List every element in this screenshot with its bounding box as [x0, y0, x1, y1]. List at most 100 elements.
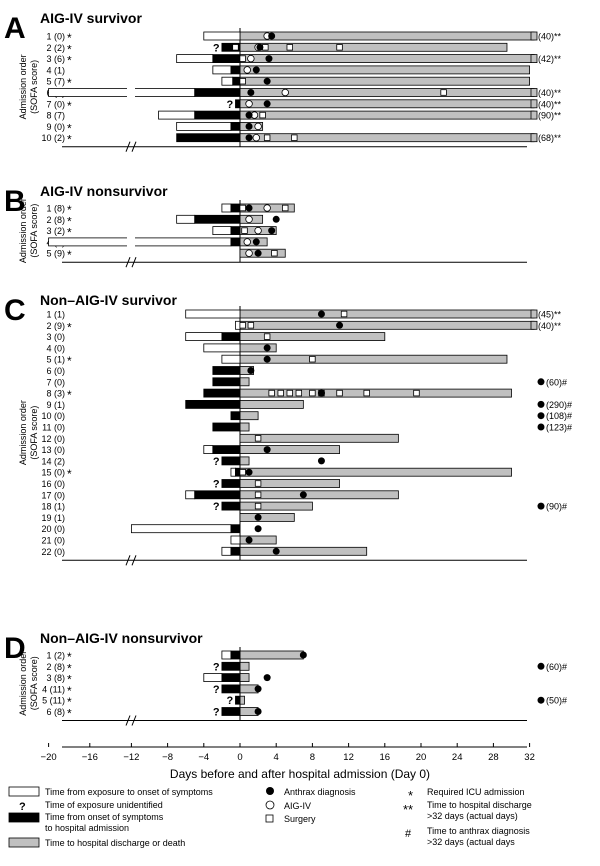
hospital-bar-C-21: [239, 535, 277, 545]
diagnosis-marker-B-4-1: [252, 238, 260, 246]
aig-marker-B-3-1: [254, 226, 262, 235]
axis-break-mark-right-D: [131, 715, 137, 726]
symptom-bar-C-9: [185, 399, 241, 409]
legend-icu-label: Required ICU admission: [427, 787, 525, 797]
row-label-D-4: 4 (11): [42, 684, 65, 694]
diagnosis-marker-C-5-1: [263, 355, 271, 363]
diagnosis-marker-C-22-1: [272, 547, 280, 555]
row-label-C-1: 1 (1): [46, 310, 65, 320]
row-label-C-19: 19 (1): [41, 513, 65, 523]
hospital-bar-A-8: [239, 110, 535, 120]
legend-late-diagnosis-marker: #: [405, 828, 412, 840]
diagnosis-note-C-10: (108)#: [546, 411, 572, 421]
icu-asterisk-D-2: *: [67, 661, 72, 675]
hospital-bar-C-4: [239, 343, 277, 353]
panel-title-B: AIG-IV nonsurvivor: [40, 183, 168, 199]
x-tick-label-2: −16: [82, 752, 98, 763]
late-diagnosis-marker-D-5: [537, 696, 545, 704]
axis-break-mark-left-C: [125, 555, 131, 566]
icu-asterisk-D-3: *: [67, 673, 72, 687]
diagnosis-marker-D-3-1: [263, 674, 271, 682]
diagnosis-note-C-11: (123)#: [546, 423, 572, 433]
late-diagnosis-marker-D-2: [537, 662, 545, 670]
row-label-C-6: 6 (0): [46, 366, 65, 376]
surgery-marker-C-8-2: [277, 389, 284, 397]
y-axis-label-line1-A: Admission order: [18, 54, 28, 119]
diagnosis-marker-A-5-1: [263, 77, 271, 85]
aig-marker-B-4-1: [243, 238, 251, 246]
symptom-bar-C-16: [221, 479, 241, 488]
panel-letter-B: B: [4, 185, 26, 218]
x-tick-label-12: 24: [452, 752, 463, 763]
hospital-bar-C-22: [239, 546, 368, 556]
symptom-bar-C-7: [212, 377, 241, 387]
legend-aig-marker: [265, 800, 275, 810]
diagnosis-marker-A-2-1: [256, 43, 264, 51]
symptom-bar-C-14: [221, 456, 241, 466]
surgery-marker-C-2-1: [239, 322, 246, 329]
hospital-bar-C-1: [239, 309, 535, 319]
diagnosis-marker-D-6-1: [254, 708, 262, 715]
exposure-bar-B-3: [212, 226, 232, 236]
row-label-B-1: 1 (8): [46, 204, 65, 214]
icu-asterisk-A-10: *: [67, 133, 72, 147]
symptom-bar-C-10: [230, 411, 241, 421]
row-label-C-20: 20 (0): [41, 524, 65, 534]
row-label-C-7: 7 (0): [46, 377, 65, 387]
y-axis-label-line2-D: (SOFA score): [29, 656, 39, 710]
surgery-marker-C-8-1: [268, 389, 275, 397]
diagnosis-marker-B-5-1: [254, 249, 262, 257]
icu-asterisk-C-15: *: [67, 467, 72, 481]
hospital-bar-C-2: [239, 320, 535, 330]
legend-discharge-label-1: Time to hospital discharge: [427, 800, 532, 810]
symptom-bar-C-8: [203, 388, 241, 398]
symptom-bar-C-17: [194, 490, 241, 500]
symptom-bar-C-11: [212, 422, 241, 432]
discharge-note-A-10: (68)**: [538, 133, 562, 143]
symptom-bar-A-5: [232, 76, 241, 86]
discharge-continuation-A-3: [530, 54, 538, 63]
legend-discharge-marker: **: [403, 802, 413, 817]
hospital-bar-A-3: [239, 54, 535, 63]
hospital-bar-A-10: [239, 133, 535, 143]
discharge-continuation-C-1: [530, 309, 538, 319]
symptom-bar-A-7: [235, 99, 241, 109]
icu-asterisk-D-1: *: [67, 650, 72, 664]
icu-asterisk-D-6: *: [67, 707, 72, 721]
unknown-exposure-marker-D-2: ?: [213, 661, 220, 673]
symptom-bar-D-4: [221, 684, 241, 694]
x-tick-label-5: −4: [198, 752, 209, 763]
exposure-bar-A-9: [176, 122, 232, 131]
symptom-bar-C-20: [230, 524, 241, 534]
discharge-note-A-8: (90)**: [538, 111, 562, 121]
symptom-bar-C-13: [212, 445, 241, 455]
exposure-bar-D-1: [221, 650, 232, 660]
late-diagnosis-marker-C-11: [537, 423, 545, 431]
aig-marker-B-1-1: [263, 204, 271, 212]
discharge-note-A-6: (40)**: [538, 88, 562, 98]
exposure-bar-break-B-4: [127, 236, 135, 247]
hospital-bar-B-5: [239, 248, 286, 258]
diagnosis-marker-A-10-1: [245, 134, 253, 142]
x-tick-label-10: 16: [380, 752, 391, 763]
panel-title-A: AIG-IV survivor: [40, 10, 142, 26]
exposure-bar-C-4: [203, 343, 241, 353]
diagnosis-marker-C-21-1: [245, 536, 253, 544]
hospital-bar-A-7: [239, 99, 535, 109]
discharge-continuation-A-7: [530, 99, 538, 109]
hospital-bar-A-1: [239, 31, 535, 41]
icu-asterisk-B-3: *: [67, 226, 72, 240]
exposure-bar-C-3: [185, 332, 223, 342]
legend-symptom-swatch: [8, 812, 40, 823]
y-axis-label-line2-A: (SOFA score): [29, 60, 39, 114]
row-label-D-3: 3 (8): [46, 673, 65, 683]
y-axis-label-line2-C: (SOFA score): [29, 406, 39, 460]
symptom-bar-C-3: [221, 332, 241, 342]
row-label-C-4: 4 (0): [46, 343, 65, 353]
surgery-marker-A-2-1: [232, 44, 239, 51]
diagnosis-marker-A-1-1: [268, 32, 276, 40]
surgery-marker-B-1-2: [282, 204, 289, 212]
legend-diagnosis-label: Anthrax diagnosis: [284, 787, 356, 797]
hospital-bar-D-2: [239, 661, 250, 671]
exposure-bar-C-2: [235, 320, 241, 330]
